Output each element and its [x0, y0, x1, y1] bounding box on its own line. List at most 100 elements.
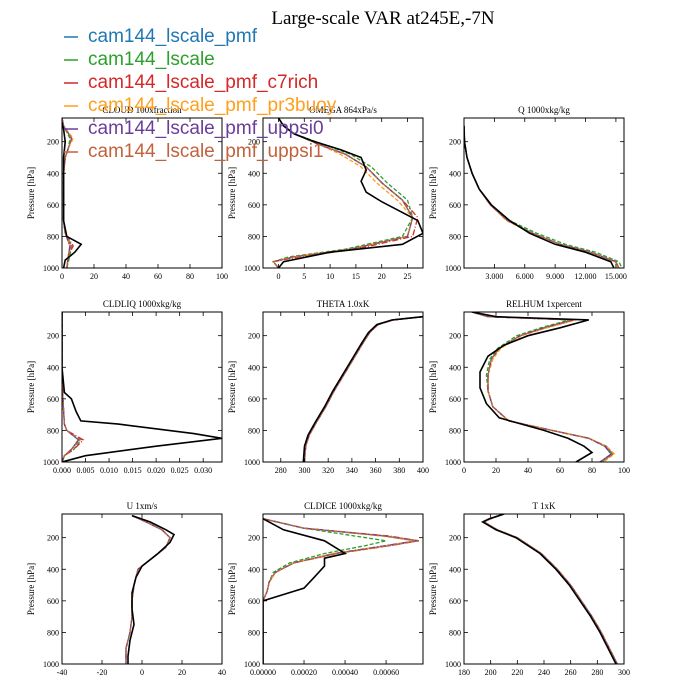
series-line-reference	[263, 517, 348, 664]
y-tick-label: 200	[449, 138, 461, 147]
series-line-reference	[127, 514, 176, 664]
y-tick-label: 400	[248, 565, 260, 574]
series-line-cam144_lscale_pmf_c7rich	[263, 518, 420, 664]
series-line-reference	[471, 312, 594, 462]
series-line-cam144_lscale_pmf_pr3buoy	[482, 514, 618, 664]
y-tick-label: 600	[248, 395, 260, 404]
y-tick-label: 200	[248, 138, 260, 147]
x-tick-label: 320	[322, 466, 334, 475]
x-tick-label: 0	[140, 668, 144, 677]
y-tick-label: 800	[47, 628, 59, 637]
x-tick-label: -20	[97, 668, 108, 677]
y-tick-label: 200	[47, 332, 59, 341]
x-tick-label: 0.025	[171, 466, 189, 475]
x-tick-label: 0.020	[147, 466, 165, 475]
panel-4: 200 400 600 800 1000 280 300 320 340 360 380 400 THE…	[227, 299, 429, 475]
series-group	[272, 118, 423, 268]
series-group	[481, 514, 618, 664]
series-line-cam144_lscale_pmf	[263, 518, 417, 664]
x-tick-label: 60	[556, 466, 564, 475]
series-line-cam144_lscale_pmf_uppsi0	[263, 518, 417, 664]
panel-frame	[61, 117, 223, 269]
series-line-reference	[302, 315, 423, 462]
y-tick-label: 600	[248, 201, 260, 210]
panel-1: 200 400 600 800 1000 0 5 10 15 20 25 OMEGA 864xPa/s…	[227, 105, 424, 281]
y-tick-label: 200	[248, 332, 260, 341]
x-tick-label: 0.000	[53, 466, 71, 475]
panel-frame	[262, 311, 424, 463]
x-tick-label: 25	[404, 272, 412, 281]
series-line-reference	[62, 122, 83, 268]
x-tick-label: 0	[276, 272, 280, 281]
y-tick-label: 1000	[43, 660, 59, 669]
y-axis-label: Pressure [hPa]	[428, 361, 438, 413]
series-group	[62, 312, 222, 462]
y-tick-label: 1000	[445, 458, 461, 467]
panel-title: Q 1000xkg/kg	[518, 105, 570, 115]
x-tick-label: 40	[218, 668, 226, 677]
series-group	[471, 312, 616, 462]
x-tick-label: 0	[462, 466, 466, 475]
panel-frame	[463, 311, 625, 463]
y-tick-label: 1000	[43, 458, 59, 467]
panel-frame	[463, 513, 625, 665]
series-group	[263, 517, 420, 664]
x-tick-label: 260	[565, 668, 577, 677]
y-tick-label: 800	[248, 628, 260, 637]
y-tick-label: 600	[47, 597, 59, 606]
x-tick-label: 240	[538, 668, 550, 677]
x-tick-label: 300	[618, 668, 630, 677]
x-tick-label: 40	[122, 272, 130, 281]
series-group	[302, 315, 423, 462]
y-tick-label: 400	[248, 363, 260, 372]
y-tick-label: 400	[449, 363, 461, 372]
x-tick-label: 10	[326, 272, 334, 281]
series-line-cam144_lscale_pmf_pr3buoy	[464, 125, 619, 268]
y-tick-label: 400	[47, 363, 59, 372]
panel-title: OMEGA 864xPa/s	[309, 105, 377, 115]
y-tick-label: 600	[47, 201, 59, 210]
x-tick-label: 9.000	[546, 272, 564, 281]
x-tick-label: 20	[378, 272, 386, 281]
x-tick-label: 20	[178, 668, 186, 677]
series-line-cam144_lscale_pmf_uppsi0	[62, 312, 80, 462]
x-tick-label: 340	[346, 466, 358, 475]
x-tick-label: 0.030	[194, 466, 212, 475]
x-tick-label: 400	[417, 466, 429, 475]
x-tick-label: 0.00040	[332, 668, 358, 677]
x-tick-label: 0.00000	[250, 668, 276, 677]
y-tick-label: 600	[449, 201, 461, 210]
x-tick-label: 20	[90, 272, 98, 281]
x-tick-label: 100	[216, 272, 228, 281]
x-tick-label: 3.000	[485, 272, 503, 281]
panel-frame	[61, 311, 223, 463]
y-axis-label: Pressure [hPa]	[227, 563, 237, 615]
y-tick-label: 1000	[244, 458, 260, 467]
series-line-cam144_lscale_pmf	[482, 514, 618, 664]
y-tick-label: 1000	[244, 264, 260, 273]
y-tick-label: 400	[47, 169, 59, 178]
series-group	[464, 125, 623, 268]
y-axis-label: Pressure [hPa]	[428, 167, 438, 219]
x-tick-label: 20	[492, 466, 500, 475]
series-line-cam144_lscale_pmf_uppsi1	[125, 515, 171, 664]
x-tick-label: 15	[352, 272, 360, 281]
y-tick-label: 600	[449, 395, 461, 404]
x-tick-label: 0.010	[100, 466, 118, 475]
panel-title: T 1xK	[532, 501, 556, 511]
x-tick-label: 60	[154, 272, 162, 281]
series-line-cam144_lscale_pmf_uppsi0	[464, 125, 620, 268]
series-line-cam144_lscale_pmf_uppsi0	[471, 312, 613, 462]
y-axis-label: Pressure [hPa]	[26, 563, 36, 615]
y-axis-label: Pressure [hPa]	[26, 361, 36, 413]
x-tick-label: 380	[393, 466, 405, 475]
y-tick-label: 400	[449, 169, 461, 178]
series-line-reference	[277, 118, 423, 268]
y-tick-label: 800	[248, 232, 260, 241]
series-line-cam144_lscale_pmf_c7rich	[464, 125, 620, 268]
figure-title: Large-scale VAR at245E,-7N	[271, 8, 494, 29]
